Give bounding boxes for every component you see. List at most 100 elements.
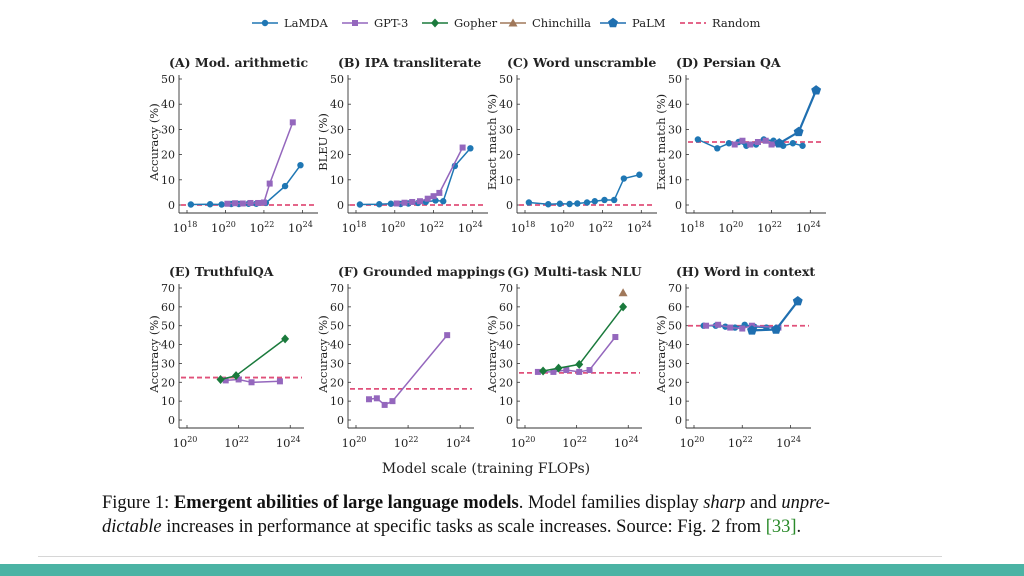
legend-item-chinchilla: Chinchilla bbox=[500, 16, 591, 30]
x-tick-label: 1020 bbox=[511, 435, 536, 450]
data-point-lamda bbox=[799, 142, 806, 149]
y-tick-label: 20 bbox=[161, 149, 175, 162]
y-tick-label: 0 bbox=[675, 414, 682, 427]
data-point-gpt-3 bbox=[762, 137, 769, 144]
data-point-gopher bbox=[281, 334, 290, 344]
data-point-lamda bbox=[725, 140, 733, 147]
data-point-lamda bbox=[610, 196, 618, 204]
data-point-gpt-3 bbox=[389, 398, 396, 405]
chart-title: (A) Mod. arithmetic bbox=[169, 55, 308, 70]
data-point-lamda bbox=[574, 200, 581, 207]
y-tick-label: 0 bbox=[337, 199, 344, 212]
data-point-lamda bbox=[467, 145, 474, 152]
y-axis-label: Accuracy (%) bbox=[316, 315, 330, 393]
caption-and: and bbox=[745, 493, 782, 513]
series-gpt-3 bbox=[534, 334, 619, 375]
series-line-gpt-3 bbox=[537, 336, 616, 373]
data-point-gpt-3 bbox=[534, 368, 541, 375]
data-point-gpt-3 bbox=[393, 200, 400, 207]
y-tick-label: 50 bbox=[499, 320, 513, 333]
series-gpt-3 bbox=[222, 376, 283, 386]
divider-line bbox=[38, 556, 942, 557]
data-point-lamda bbox=[297, 161, 304, 169]
data-point-lamda bbox=[601, 196, 608, 204]
data-point-chinchilla bbox=[618, 288, 628, 297]
y-tick-label: 20 bbox=[499, 376, 513, 389]
data-point-gopher bbox=[539, 366, 548, 376]
y-tick-label: 40 bbox=[161, 339, 175, 352]
y-tick-label: 50 bbox=[330, 320, 344, 333]
y-tick-label: 50 bbox=[330, 73, 344, 86]
y-tick-label: 0 bbox=[168, 199, 175, 212]
data-point-gpt-3 bbox=[416, 198, 423, 205]
series-line-gpt-3 bbox=[225, 378, 280, 384]
legend-item-lamda: LaMDA bbox=[252, 16, 328, 30]
data-point-gpt-3 bbox=[550, 368, 557, 375]
caption-unpre: unpre- bbox=[781, 493, 830, 513]
series-gopher bbox=[539, 302, 628, 376]
data-point-lamda bbox=[440, 198, 447, 205]
data-point-lamda bbox=[583, 199, 591, 206]
series-chinchilla bbox=[618, 288, 628, 297]
y-tick-label: 30 bbox=[161, 123, 175, 136]
data-point-lamda bbox=[387, 200, 395, 207]
legend-marker-lamda bbox=[261, 19, 269, 27]
data-point-palm bbox=[774, 138, 785, 148]
y-tick-label: 30 bbox=[499, 357, 513, 370]
x-tick-label: 1020 bbox=[549, 220, 574, 235]
data-point-gpt-3 bbox=[239, 200, 246, 207]
data-point-gpt-3 bbox=[232, 200, 239, 207]
data-point-palm bbox=[771, 324, 781, 334]
data-point-lamda bbox=[356, 201, 364, 208]
x-tick-label: 1022 bbox=[728, 435, 753, 450]
series-gpt-3 bbox=[366, 332, 451, 408]
y-tick-label: 60 bbox=[161, 301, 175, 314]
y-tick-label: 30 bbox=[668, 123, 682, 136]
series-gpt-3 bbox=[393, 144, 466, 207]
data-point-lamda bbox=[376, 201, 383, 208]
data-point-palm bbox=[792, 296, 803, 306]
caption-end: . bbox=[796, 517, 802, 537]
data-point-lamda bbox=[556, 200, 564, 207]
data-point-gpt-3 bbox=[586, 367, 593, 374]
y-tick-label: 70 bbox=[668, 282, 682, 295]
y-tick-label: 40 bbox=[330, 339, 344, 352]
data-point-gopher bbox=[216, 374, 225, 384]
chart-title: (F) Grounded mappings bbox=[338, 264, 505, 279]
data-point-gpt-3 bbox=[260, 199, 267, 206]
y-tick-label: 10 bbox=[161, 174, 175, 187]
y-axis-label: Accuracy (%) bbox=[147, 315, 161, 393]
data-point-gpt-3 bbox=[436, 189, 443, 196]
y-tick-label: 10 bbox=[668, 395, 682, 408]
data-point-gpt-3 bbox=[235, 376, 242, 383]
y-tick-label: 40 bbox=[668, 98, 682, 111]
data-point-gpt-3 bbox=[255, 199, 262, 206]
caption-sharp: sharp bbox=[703, 493, 746, 513]
x-tick-label: 1024 bbox=[458, 220, 483, 235]
y-tick-label: 10 bbox=[330, 174, 344, 187]
series-gopher bbox=[216, 334, 290, 384]
y-tick-label: 40 bbox=[499, 98, 513, 111]
data-point-lamda bbox=[789, 140, 797, 147]
y-tick-label: 20 bbox=[161, 376, 175, 389]
x-tick-label: 1024 bbox=[276, 435, 301, 450]
y-tick-label: 20 bbox=[499, 149, 513, 162]
data-point-gpt-3 bbox=[224, 200, 231, 207]
data-point-gpt-3 bbox=[563, 367, 570, 374]
y-axis-label: Accuracy (%) bbox=[485, 315, 499, 393]
series-line-gpt-3 bbox=[368, 334, 448, 406]
x-tick-label: 1020 bbox=[173, 435, 198, 450]
x-tick-label: 1022 bbox=[757, 220, 782, 235]
y-tick-label: 50 bbox=[668, 73, 682, 86]
x-tick-label: 1024 bbox=[288, 220, 313, 235]
y-tick-label: 30 bbox=[161, 357, 175, 370]
series-lamda bbox=[525, 171, 643, 208]
data-point-lamda bbox=[591, 198, 598, 205]
data-point-lamda bbox=[281, 182, 289, 190]
caption-reference-link[interactable]: [33] bbox=[765, 517, 797, 537]
data-point-gpt-3 bbox=[381, 401, 388, 408]
y-tick-label: 50 bbox=[499, 73, 513, 86]
legend-label-chinchilla: Chinchilla bbox=[532, 16, 591, 30]
y-tick-label: 0 bbox=[337, 414, 344, 427]
